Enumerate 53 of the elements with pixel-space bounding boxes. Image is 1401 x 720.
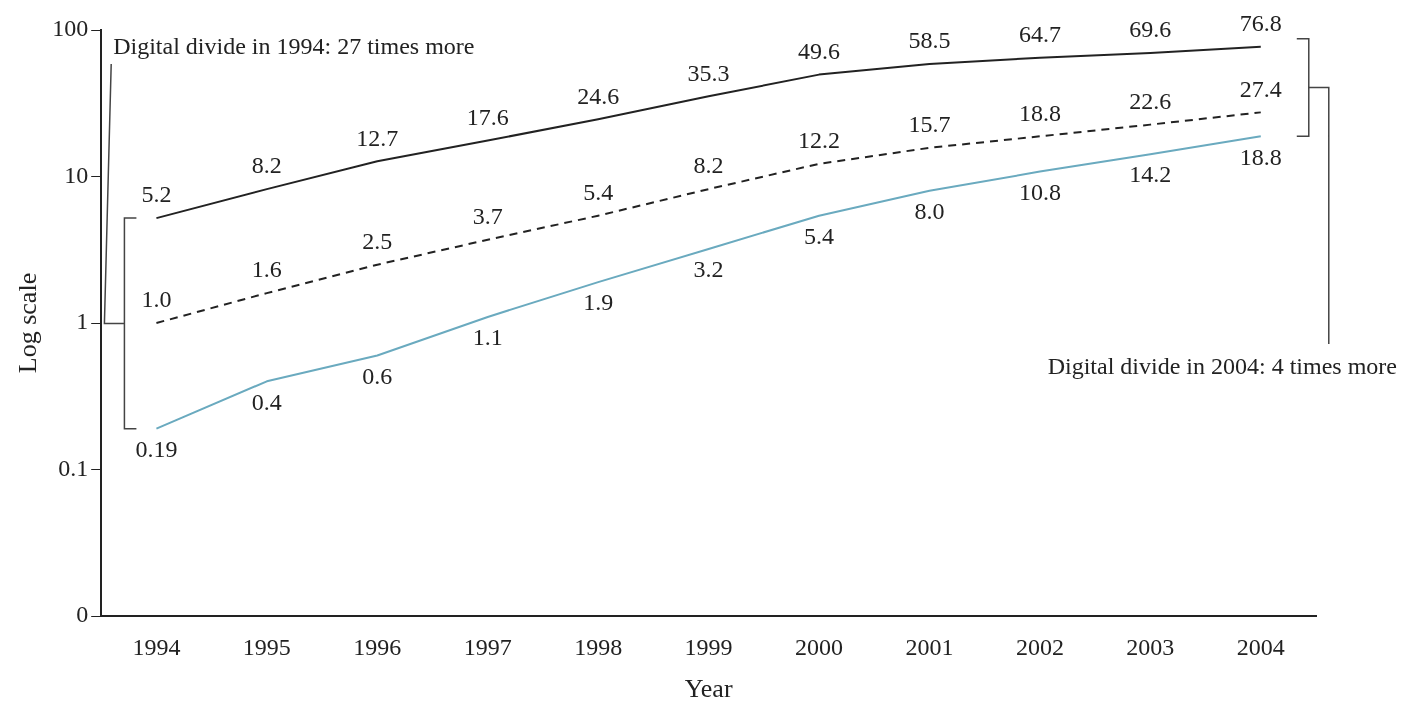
annotation: Digital divide in 2004: 4 times more xyxy=(1047,353,1397,380)
x-tick-label: 2003 xyxy=(1126,633,1175,660)
data-label: 58.5 xyxy=(908,27,951,54)
data-label: 69.6 xyxy=(1129,16,1172,43)
x-tick-label: 1996 xyxy=(353,633,402,660)
data-label: 8.0 xyxy=(914,197,945,224)
data-label: 8.2 xyxy=(693,152,724,179)
data-label: 5.4 xyxy=(804,223,835,249)
y-tick-label: 100 xyxy=(52,15,89,42)
y-tick-label: 0 xyxy=(76,601,89,628)
x-tick-label: 2002 xyxy=(1015,633,1064,660)
data-label: 3.2 xyxy=(693,256,724,283)
x-tick-label: 1998 xyxy=(574,633,623,660)
data-label: 49.6 xyxy=(798,37,841,64)
data-label: 18.8 xyxy=(1239,143,1282,170)
x-tick-label: 2001 xyxy=(905,633,954,660)
data-label: 0.19 xyxy=(135,435,178,462)
data-label: 1.9 xyxy=(583,289,614,316)
x-tick-label: 1999 xyxy=(684,633,733,660)
x-tick-label: 1995 xyxy=(242,633,291,660)
data-label: 2.5 xyxy=(362,228,393,254)
data-label: 0.6 xyxy=(362,362,393,389)
x-tick-label: 1997 xyxy=(463,633,512,660)
x-tick-label: 2000 xyxy=(795,633,844,660)
data-label: 12.7 xyxy=(356,124,399,151)
data-label: 15.7 xyxy=(908,111,951,138)
data-label: 27.4 xyxy=(1239,75,1282,102)
data-label: 17.6 xyxy=(466,103,509,130)
y-tick-label: 0.1 xyxy=(58,454,89,481)
data-label: 22.6 xyxy=(1129,87,1172,114)
data-label: 24.6 xyxy=(577,82,620,109)
data-label: 1.1 xyxy=(472,324,503,351)
data-label: 10.8 xyxy=(1018,178,1061,205)
annotation: Digital divide in 1994: 27 times more xyxy=(113,33,475,60)
data-label: 35.3 xyxy=(687,59,730,86)
data-label: 1.6 xyxy=(251,256,282,283)
y-tick-label: 10 xyxy=(64,161,89,188)
x-tick-label: 2004 xyxy=(1236,633,1285,660)
data-label: 3.7 xyxy=(472,203,503,230)
x-axis-title: Year xyxy=(684,674,733,704)
x-tick-label: 1994 xyxy=(132,633,181,660)
data-label: 5.2 xyxy=(141,181,172,208)
data-label: 14.2 xyxy=(1129,161,1172,188)
y-axis-title: Log scale xyxy=(13,272,43,374)
data-label: 12.2 xyxy=(798,127,841,154)
data-label: 1.0 xyxy=(141,286,172,313)
data-label: 18.8 xyxy=(1018,99,1061,126)
data-label: 64.7 xyxy=(1018,21,1061,47)
y-tick-label: 1 xyxy=(76,308,89,335)
data-label: 0.4 xyxy=(251,388,282,415)
data-label: 76.8 xyxy=(1239,10,1282,37)
data-label: 8.2 xyxy=(251,152,282,179)
data-label: 5.4 xyxy=(583,179,614,205)
